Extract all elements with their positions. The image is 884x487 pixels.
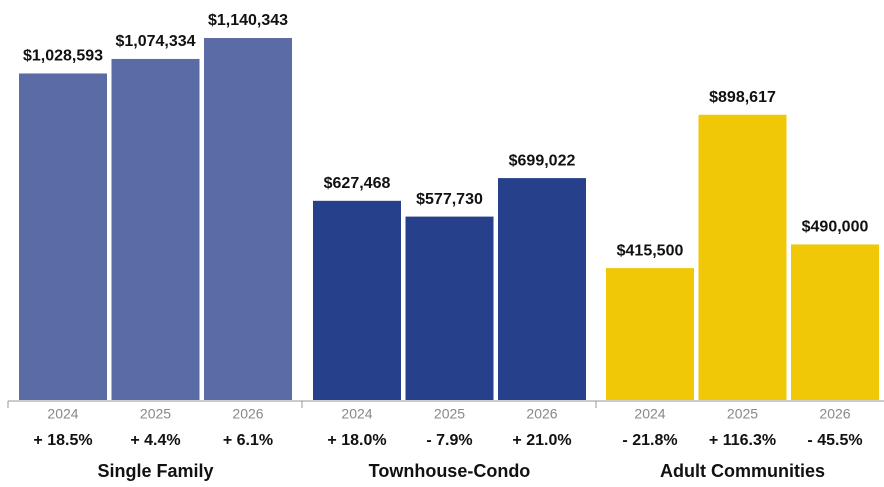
value-label: $415,500 xyxy=(617,242,684,259)
year-label: 2024 xyxy=(634,406,665,422)
change-label: + 6.1% xyxy=(223,432,273,449)
year-label: 2024 xyxy=(341,406,372,422)
change-label: + 18.5% xyxy=(33,432,92,449)
bar xyxy=(498,178,586,400)
year-label: 2026 xyxy=(232,406,263,422)
value-label: $627,468 xyxy=(324,175,391,192)
value-label: $1,140,343 xyxy=(208,12,288,29)
value-label: $577,730 xyxy=(416,191,483,208)
change-label: + 4.4% xyxy=(130,432,180,449)
year-label: 2025 xyxy=(727,406,758,422)
bar xyxy=(606,268,694,400)
group-label: Adult Communities xyxy=(660,461,825,481)
value-label: $1,074,334 xyxy=(115,33,195,50)
year-label: 2025 xyxy=(434,406,465,422)
bar xyxy=(204,38,292,400)
change-label: + 116.3% xyxy=(709,432,776,449)
value-label: $490,000 xyxy=(802,219,869,236)
year-label: 2024 xyxy=(47,406,78,422)
change-label: + 21.0% xyxy=(512,432,571,449)
change-label: + 18.0% xyxy=(327,432,386,449)
year-label: 2025 xyxy=(140,406,171,422)
bar xyxy=(111,58,200,401)
value-label: $699,022 xyxy=(509,152,576,169)
bar xyxy=(405,216,494,400)
bar xyxy=(698,114,787,400)
year-label: 2026 xyxy=(819,406,850,422)
year-label: 2026 xyxy=(526,406,557,422)
bar xyxy=(313,200,401,400)
change-label: - 45.5% xyxy=(807,432,862,449)
bar xyxy=(19,73,107,400)
change-label: - 21.8% xyxy=(622,432,677,449)
value-label: $1,028,593 xyxy=(23,48,103,65)
bar xyxy=(791,244,879,400)
value-label: $898,617 xyxy=(709,89,776,106)
group-label: Townhouse-Condo xyxy=(369,461,531,481)
group-label: Single Family xyxy=(97,461,213,481)
change-label: - 7.9% xyxy=(426,432,472,449)
